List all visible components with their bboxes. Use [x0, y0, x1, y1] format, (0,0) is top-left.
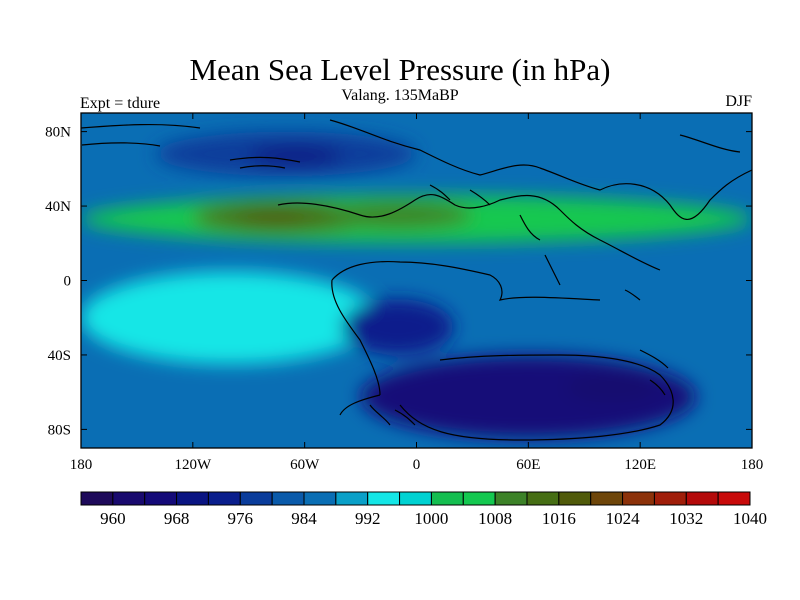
- pressure-region-3: [323, 202, 473, 229]
- colorbar-label-5: 1000: [414, 509, 448, 528]
- colorbar-swatch-18: [653, 491, 687, 506]
- x-tick-label-4: 60E: [516, 457, 540, 473]
- colorbar-swatch-15: [558, 491, 592, 506]
- coastlines: [81, 119, 752, 441]
- colorbar-swatch-1: [112, 491, 146, 506]
- y-tick-label-1: 40N: [45, 199, 71, 215]
- y-tick-label-4: 80S: [48, 422, 71, 438]
- coastline-gondwana: [331, 260, 674, 441]
- chart-subtitle: Valang. 135MaBP: [341, 87, 459, 104]
- colorbar-swatch-14: [526, 491, 560, 506]
- x-tick-label-3: 0: [413, 457, 421, 473]
- colorbar-label-3: 984: [291, 509, 317, 528]
- colorbar-swatch-6: [271, 491, 305, 506]
- colorbar-swatch-7: [303, 491, 337, 506]
- y-tick-label-0: 80N: [45, 125, 71, 141]
- colorbar-label-1: 968: [164, 509, 190, 528]
- colorbar-swatch-9: [367, 491, 401, 506]
- colorbar-label-7: 1016: [542, 509, 576, 528]
- colorbar-swatch-8: [335, 491, 369, 506]
- x-tick-label-6: 180: [741, 457, 764, 473]
- season-label: DJF: [725, 93, 752, 110]
- plot-area: [81, 113, 752, 448]
- x-axis: 180 120W 60W 0 60E 120E 180: [70, 113, 764, 473]
- colorbar-swatch-5: [239, 491, 273, 506]
- colorbar-label-4: 992: [355, 509, 381, 528]
- colorbar-swatch-0: [80, 491, 114, 506]
- colorbar-label-9: 1032: [669, 509, 703, 528]
- pressure-region-5: [248, 146, 342, 166]
- colorbar-swatch-16: [590, 491, 624, 506]
- x-tick-label-1: 120W: [174, 457, 212, 473]
- colorbar-swatch-3: [176, 491, 209, 506]
- coastline-antarctic-islands: [369, 349, 669, 426]
- pressure-region-6: [81, 271, 380, 365]
- experiment-label: Expt = tdure: [80, 95, 161, 112]
- colorbar-swatch-19: [685, 491, 719, 506]
- coastline-arctic: [81, 123, 741, 169]
- colorbar-swatch-12: [462, 491, 496, 506]
- pressure-region-2: [239, 211, 305, 227]
- colorbar-swatch-4: [207, 491, 241, 506]
- colorbar-label-2: 976: [228, 509, 254, 528]
- colorbar-label-8: 1024: [606, 509, 641, 528]
- y-axis: 80N 40N 0 40S 80S: [45, 125, 752, 438]
- x-tick-label-2: 60W: [290, 457, 320, 473]
- colorbar-swatch-17: [622, 491, 655, 506]
- y-tick-label-2: 0: [64, 274, 72, 290]
- coastline-laurasia-west: [277, 193, 661, 271]
- pressure-region-7: [341, 299, 454, 355]
- colorbar-label-0: 960: [100, 509, 126, 528]
- colorbar: 960 968 976 984 992 1000 1008 1016 1024 1032 1040: [80, 491, 767, 528]
- colorbar-swatch-11: [430, 491, 464, 506]
- colorbar-swatch-20: [717, 491, 751, 506]
- coastline-tethys-islands: [429, 184, 641, 301]
- colorbar-label-10: 1040: [733, 509, 767, 528]
- y-tick-label-3: 40S: [48, 348, 71, 364]
- colorbar-swatch-2: [144, 491, 178, 506]
- chart-title: Mean Sea Level Pressure (in hPa): [189, 52, 611, 87]
- coastline-north-continent: [329, 119, 752, 220]
- colorbar-swatch-10: [399, 491, 432, 506]
- colorbar-swatch-13: [494, 491, 528, 506]
- colorbar-label-6: 1008: [478, 509, 512, 528]
- x-tick-label-0: 180: [70, 457, 93, 473]
- x-tick-label-5: 120E: [624, 457, 656, 473]
- pressure-region-9: [565, 373, 659, 402]
